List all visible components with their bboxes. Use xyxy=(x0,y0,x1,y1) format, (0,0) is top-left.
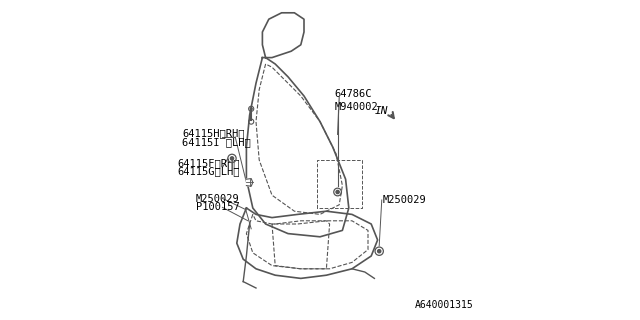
Text: M250029: M250029 xyxy=(196,194,239,204)
Text: A640001315: A640001315 xyxy=(415,300,474,310)
Text: 64115H〈RH〉: 64115H〈RH〉 xyxy=(182,128,245,139)
Circle shape xyxy=(336,190,339,194)
Text: IN: IN xyxy=(374,106,388,116)
Text: 64786C: 64786C xyxy=(334,89,372,100)
Circle shape xyxy=(378,250,381,253)
Text: P100157: P100157 xyxy=(196,202,239,212)
Circle shape xyxy=(230,157,234,160)
Text: 64115F〈RH〉: 64115F〈RH〉 xyxy=(178,158,240,168)
Circle shape xyxy=(250,108,252,110)
Polygon shape xyxy=(246,179,253,186)
Text: 64115I 〈LH〉: 64115I 〈LH〉 xyxy=(182,137,251,147)
Text: M940002: M940002 xyxy=(334,102,378,112)
Text: M250029: M250029 xyxy=(383,195,426,205)
Text: 64115G〈LH〉: 64115G〈LH〉 xyxy=(178,166,240,177)
